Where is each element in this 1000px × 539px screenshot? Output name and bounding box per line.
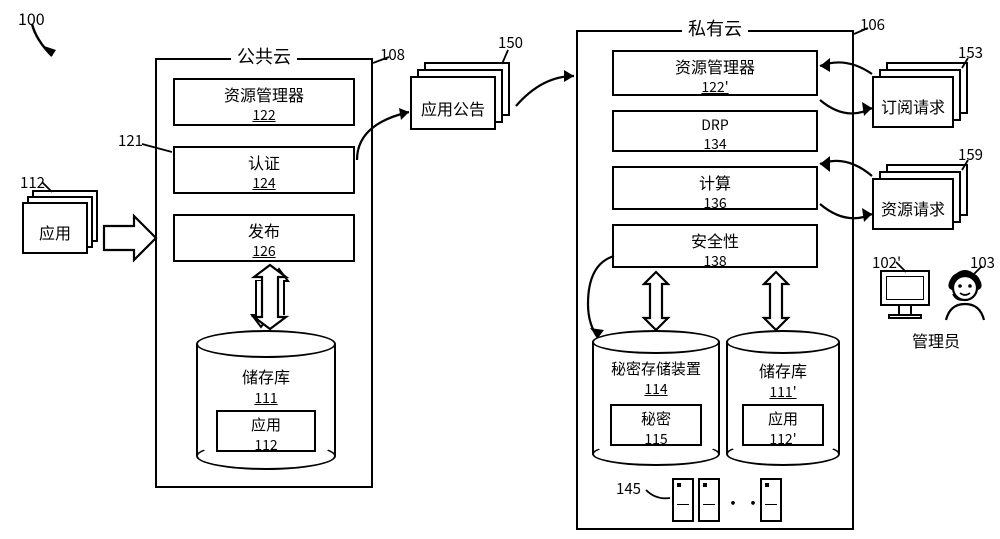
private-repo: 储存库 111' 应用 112' bbox=[726, 330, 840, 466]
sub-req-stack: 订阅请求 bbox=[872, 62, 980, 132]
private-repo-inner: 应用 112' bbox=[742, 404, 824, 446]
public-auth-label: 认证 bbox=[175, 148, 353, 173]
curve-resreq-out bbox=[816, 200, 876, 230]
public-repo-inner-label: 应用 bbox=[218, 412, 314, 435]
public-repo: 储存库 111 应用 112 bbox=[196, 330, 336, 470]
ref-sub-req-lead bbox=[960, 56, 974, 70]
app-announce-label: 应用公告 bbox=[412, 96, 494, 120]
ref-app-announce-lead bbox=[500, 48, 516, 66]
res-req-stack: 资源请求 bbox=[872, 164, 980, 234]
private-cloud-title: 私有云 bbox=[682, 15, 748, 41]
public-cloud-title: 公共云 bbox=[231, 43, 297, 69]
ref-monitor-lead bbox=[894, 260, 908, 274]
private-repo-ref: 111' bbox=[726, 382, 840, 402]
public-publish: 发布 126 bbox=[173, 214, 355, 262]
private-security-label: 安全性 bbox=[614, 226, 816, 251]
server-2 bbox=[698, 478, 720, 522]
public-repo-label: 储存库 bbox=[196, 364, 336, 388]
private-security: 安全性 138 bbox=[612, 224, 818, 268]
ref-servers-lead bbox=[644, 488, 672, 502]
private-drp: DRP 134 bbox=[612, 110, 818, 152]
app-announce-stack: 应用公告 bbox=[410, 62, 522, 134]
secret-store-label: 秘密存储装置 bbox=[592, 358, 720, 379]
private-compute-label: 计算 bbox=[614, 168, 816, 193]
ref-admin-lead bbox=[972, 264, 986, 276]
sub-req-label: 订阅请求 bbox=[874, 94, 952, 118]
arrow-sec-repo bbox=[754, 272, 798, 332]
monitor-icon bbox=[880, 270, 930, 319]
public-publish-ref: 126 bbox=[175, 241, 353, 261]
private-security-ref: 138 bbox=[614, 251, 816, 271]
server-3 bbox=[760, 478, 782, 522]
private-repo-inner-ref: 112' bbox=[744, 429, 822, 449]
ref-private-corner-lead bbox=[852, 26, 870, 38]
ref-public-corner-lead bbox=[371, 55, 391, 67]
private-repo-inner-label: 应用 bbox=[744, 406, 822, 429]
res-req-label: 资源请求 bbox=[874, 196, 952, 220]
ref-servers: 145 bbox=[616, 478, 641, 499]
server-1 bbox=[672, 478, 694, 522]
private-compute: 计算 136 bbox=[612, 166, 818, 210]
private-compute-ref: 136 bbox=[614, 193, 816, 213]
ref-app-stack-lead bbox=[40, 180, 54, 194]
private-drp-ref: 134 bbox=[614, 134, 816, 154]
admin-label: 管理员 bbox=[912, 328, 960, 352]
diagram-canvas: 100 公共云 108 资源管理器 122 认证 124 发布 126 121 … bbox=[0, 0, 1000, 539]
secret-inner-ref: 115 bbox=[612, 429, 700, 449]
public-resource-mgr-ref: 122 bbox=[175, 105, 353, 125]
app-stack: 应用 bbox=[22, 190, 108, 260]
app-stack-label: 应用 bbox=[24, 220, 86, 244]
private-resource-mgr: 资源管理器 122' bbox=[612, 50, 818, 96]
private-drp-label: DRP bbox=[614, 112, 816, 134]
private-resource-mgr-ref: 122' bbox=[614, 77, 816, 97]
public-repo-inner-ref: 112 bbox=[218, 435, 314, 455]
ref-diagram-arrow bbox=[26, 22, 66, 62]
public-resource-mgr: 资源管理器 122 bbox=[173, 78, 355, 126]
public-publish-label: 发布 bbox=[175, 216, 353, 241]
public-repo-ref: 111 bbox=[196, 388, 336, 408]
private-secret-store: 秘密存储装置 114 秘密 115 bbox=[592, 330, 720, 466]
curve-resreq-in bbox=[816, 152, 876, 182]
arrow-sec-secret bbox=[634, 272, 678, 332]
curve-announce-to-private bbox=[512, 72, 578, 112]
curve-auth-to-announce bbox=[353, 106, 419, 166]
public-auth-ref: 124 bbox=[175, 173, 353, 193]
public-repo-inner: 应用 112 bbox=[216, 410, 316, 452]
ref-auth-lead-line bbox=[140, 142, 176, 156]
private-repo-label: 储存库 bbox=[726, 358, 840, 382]
secret-inner-label: 秘密 bbox=[612, 406, 700, 429]
arrow-app-to-publish bbox=[102, 214, 158, 262]
public-auth: 认证 124 bbox=[173, 146, 355, 194]
ref-res-req-lead bbox=[960, 158, 974, 172]
secret-store-inner: 秘密 115 bbox=[610, 404, 702, 446]
arrow-publish-repo bbox=[244, 265, 288, 331]
private-resource-mgr-label: 资源管理器 bbox=[614, 52, 816, 77]
secret-store-ref: 114 bbox=[592, 379, 720, 399]
curve-subreq-out bbox=[816, 96, 876, 126]
curve-subreq-in bbox=[816, 54, 876, 82]
public-resource-mgr-label: 资源管理器 bbox=[175, 80, 353, 105]
